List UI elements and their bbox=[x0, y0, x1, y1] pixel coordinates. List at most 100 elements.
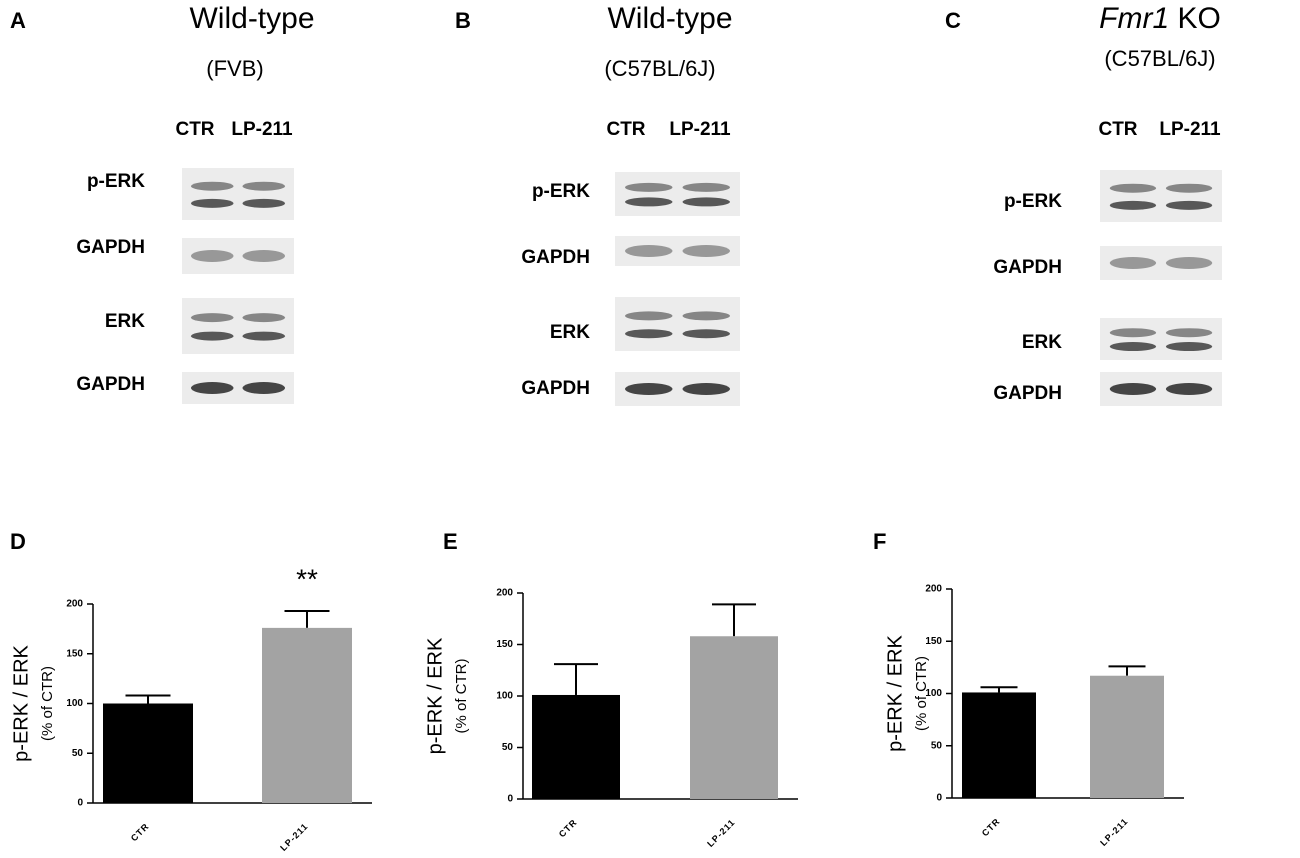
y-tick-label: 100 bbox=[925, 688, 942, 699]
y-axis-label: p-ERK / ERK bbox=[10, 644, 32, 761]
row-label: GAPDH bbox=[76, 374, 145, 395]
y-tick-label: 0 bbox=[507, 794, 513, 805]
y-tick-label: 200 bbox=[925, 584, 942, 595]
blot-band bbox=[242, 382, 286, 394]
blot-strip bbox=[615, 172, 740, 216]
bar bbox=[532, 694, 620, 799]
y-tick-label: 200 bbox=[496, 588, 513, 599]
row-label: ERK bbox=[105, 311, 145, 332]
panel-letter: B bbox=[455, 8, 471, 33]
blot-band bbox=[625, 197, 673, 207]
x-tick-label: CTR bbox=[129, 821, 151, 843]
row-label: GAPDH bbox=[521, 247, 590, 268]
blot-title-italic: Fmr1 bbox=[1099, 2, 1169, 35]
blot-band bbox=[1165, 257, 1213, 269]
panel-letter: A bbox=[10, 8, 26, 33]
blot-band bbox=[625, 329, 673, 339]
blot-strip bbox=[1100, 170, 1222, 222]
blot-strip bbox=[615, 236, 740, 266]
panel-letter: E bbox=[443, 529, 458, 554]
y-tick-label: 50 bbox=[72, 748, 84, 759]
y-axis-sublabel: (% of CTR) bbox=[39, 666, 56, 741]
row-label: ERK bbox=[550, 322, 590, 343]
x-tick-label: CTR bbox=[980, 816, 1002, 838]
panel-letter: F bbox=[873, 529, 886, 554]
blot-title: Wild-type bbox=[607, 2, 732, 35]
blot-band bbox=[190, 250, 234, 262]
blot-band bbox=[1165, 183, 1213, 193]
blot-band bbox=[190, 313, 234, 323]
blot-band bbox=[682, 311, 730, 321]
blot-band bbox=[190, 382, 234, 394]
blot-band bbox=[1109, 342, 1157, 352]
blot-band bbox=[1165, 383, 1213, 395]
blot-strip bbox=[182, 298, 294, 354]
bar bbox=[262, 627, 352, 803]
blot-band bbox=[1109, 257, 1157, 269]
panel-letter: D bbox=[10, 529, 26, 554]
blot-band bbox=[1109, 183, 1157, 193]
blot-band bbox=[625, 245, 673, 257]
lane-label: CTR bbox=[606, 119, 645, 140]
x-tick-label: LP-211 bbox=[1098, 816, 1130, 848]
row-label: ERK bbox=[1022, 332, 1062, 353]
blot-band bbox=[625, 383, 673, 395]
blot-subtitle: (C57BL/6J) bbox=[1104, 46, 1215, 71]
y-axis-label: p-ERK / ERK bbox=[424, 637, 446, 754]
y-tick-label: 100 bbox=[66, 698, 83, 709]
y-tick-label: 150 bbox=[925, 636, 942, 647]
y-tick-label: 150 bbox=[496, 639, 513, 650]
blot-band bbox=[1165, 328, 1213, 338]
row-label: GAPDH bbox=[993, 383, 1062, 404]
blot-band bbox=[242, 198, 286, 208]
blot-strip bbox=[615, 297, 740, 351]
y-tick-label: 0 bbox=[936, 793, 942, 804]
x-tick-label: LP-211 bbox=[705, 817, 737, 849]
row-label: p-ERK bbox=[87, 171, 145, 192]
row-label: p-ERK bbox=[532, 181, 590, 202]
blot-band bbox=[1109, 200, 1157, 210]
row-label: GAPDH bbox=[521, 378, 590, 399]
row-label: p-ERK bbox=[1004, 191, 1062, 212]
y-tick-label: 50 bbox=[931, 740, 943, 751]
blot-band bbox=[242, 313, 286, 323]
y-axis-sublabel: (% of CTR) bbox=[453, 658, 470, 733]
blot-band bbox=[190, 198, 234, 208]
blot-band bbox=[190, 331, 234, 341]
blot-subtitle: (C57BL/6J) bbox=[604, 56, 715, 81]
lane-label: LP-211 bbox=[669, 119, 731, 140]
y-axis-label: p-ERK / ERK bbox=[884, 634, 906, 751]
bar bbox=[103, 703, 193, 803]
lane-label: LP-211 bbox=[1159, 119, 1221, 140]
y-tick-label: 50 bbox=[502, 742, 514, 753]
blot-title-rest: KO bbox=[1177, 2, 1220, 35]
y-tick-label: 0 bbox=[77, 798, 83, 809]
row-label: GAPDH bbox=[76, 237, 145, 258]
x-tick-label: LP-211 bbox=[278, 821, 310, 853]
blot-band bbox=[242, 181, 286, 191]
blot-strip bbox=[182, 238, 294, 274]
row-label: GAPDH bbox=[993, 257, 1062, 278]
lane-label: CTR bbox=[1098, 119, 1137, 140]
x-tick-label: CTR bbox=[557, 817, 579, 839]
lane-label: CTR bbox=[175, 119, 214, 140]
blot-band bbox=[625, 311, 673, 321]
blot-band bbox=[242, 331, 286, 341]
blot-band bbox=[682, 245, 730, 257]
significance: ** bbox=[296, 563, 318, 594]
bar bbox=[1090, 675, 1164, 798]
panel-letter: C bbox=[945, 8, 961, 33]
blot-strip bbox=[182, 168, 294, 220]
y-axis-sublabel: (% of CTR) bbox=[913, 656, 930, 731]
blot-band bbox=[682, 182, 730, 192]
blot-band bbox=[1165, 342, 1213, 352]
blot-band bbox=[625, 182, 673, 192]
blot-band bbox=[1109, 328, 1157, 338]
y-tick-label: 150 bbox=[66, 648, 83, 659]
blot-title: Wild-type bbox=[189, 2, 314, 35]
blot-band bbox=[682, 197, 730, 207]
y-tick-label: 100 bbox=[496, 691, 513, 702]
blot-strip bbox=[1100, 246, 1222, 280]
bar bbox=[962, 692, 1036, 798]
